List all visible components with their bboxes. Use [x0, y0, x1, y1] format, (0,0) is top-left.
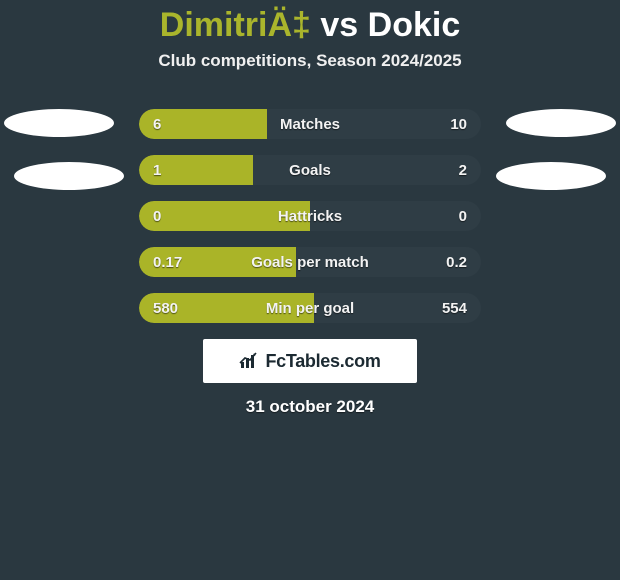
- stat-row: 1Goals2: [139, 155, 481, 185]
- stat-name: Hattricks: [139, 201, 481, 231]
- stat-value-right: 0: [459, 201, 467, 231]
- stat-value-right: 0.2: [446, 247, 467, 277]
- stat-row: 0Hattricks0: [139, 201, 481, 231]
- player2-name: Dokic: [368, 6, 461, 44]
- avatar-player2-b: [496, 162, 606, 190]
- chart-stage: 6Matches10 1Goals2 0Hattricks0 0.17Goals pe…: [0, 109, 620, 323]
- stat-name: Goals: [139, 155, 481, 185]
- stat-name: Goals per match: [139, 247, 481, 277]
- stat-name: Min per goal: [139, 293, 481, 323]
- avatar-player1-b: [14, 162, 124, 190]
- stat-row: 580Min per goal554: [139, 293, 481, 323]
- bars-container: 6Matches10 1Goals2 0Hattricks0 0.17Goals pe…: [139, 109, 481, 323]
- stat-value-right: 554: [442, 293, 467, 323]
- comparison-card: DimitriÄ‡ vs Dokic Club competitions, Se…: [0, 0, 620, 417]
- stat-value-right: 10: [450, 109, 467, 139]
- stat-value-right: 2: [459, 155, 467, 185]
- stat-row: 6Matches10: [139, 109, 481, 139]
- stat-row: 0.17Goals per match0.2: [139, 247, 481, 277]
- stat-name: Matches: [139, 109, 481, 139]
- date-label: 31 october 2024: [0, 397, 620, 417]
- avatar-player2-a: [506, 109, 616, 137]
- branding-text: FcTables.com: [265, 351, 380, 372]
- avatar-player1-a: [4, 109, 114, 137]
- branding-badge[interactable]: FcTables.com: [203, 339, 417, 383]
- page-title: DimitriÄ‡ vs Dokic: [0, 6, 620, 45]
- subtitle: Club competitions, Season 2024/2025: [0, 51, 620, 71]
- vs-label: vs: [320, 6, 358, 44]
- player1-name: DimitriÄ‡: [160, 6, 311, 44]
- bar-chart-icon: [239, 352, 261, 370]
